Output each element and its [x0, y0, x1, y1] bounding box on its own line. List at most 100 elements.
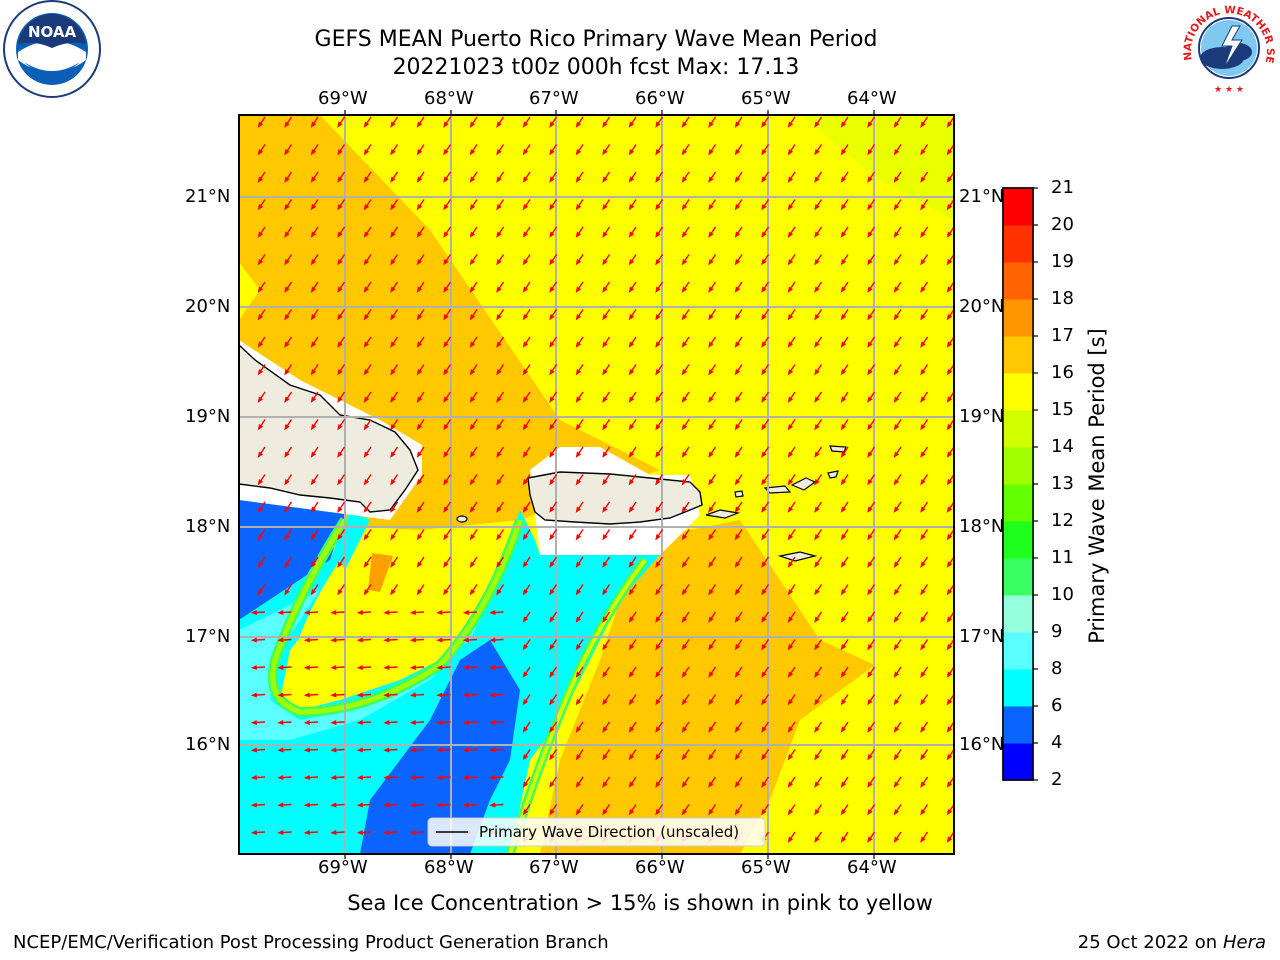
- wave-arrow-head: [920, 121, 926, 128]
- wave-arrow-head: [681, 616, 688, 623]
- wave-arrow-head: [469, 121, 476, 128]
- wave-arrow-head: [628, 176, 635, 183]
- wave-arrow-head: [390, 451, 396, 458]
- wave-arrow-head: [284, 176, 290, 183]
- wave-arrow-head: [920, 314, 926, 321]
- wave-arrow-head: [575, 396, 582, 403]
- wave-arrow-head: [363, 369, 370, 376]
- wave-arrow-head: [310, 561, 317, 568]
- wave-arrow-head: [840, 616, 847, 623]
- svg-text:★ ★ ★: ★ ★ ★: [1214, 85, 1244, 95]
- wave-arrow-head: [416, 589, 423, 596]
- wave-arrow-head: [946, 121, 953, 128]
- wave-arrow-head: [409, 692, 416, 698]
- wave-arrow-head: [681, 561, 688, 568]
- wave-arrow-head: [920, 204, 926, 211]
- wave-arrow-head: [708, 396, 714, 403]
- wave-arrow-head: [356, 692, 363, 698]
- wave-arrow-head: [681, 726, 688, 733]
- wave-arrow-head: [840, 781, 847, 788]
- wave-arrow-head: [628, 396, 635, 403]
- wave-arrow-head: [946, 149, 953, 156]
- wave-arrow-head: [867, 644, 873, 651]
- wave-arrow-head: [628, 259, 635, 266]
- wave-arrow-head: [330, 802, 337, 808]
- wave-arrow-head: [655, 644, 661, 651]
- wave-arrow-head: [575, 451, 582, 458]
- wave-arrow-head: [761, 314, 767, 321]
- wave-arrow-head: [489, 747, 496, 753]
- wave-arrow-head: [416, 259, 423, 266]
- wave-arrow-head: [549, 286, 555, 293]
- wave-arrow-head: [337, 314, 343, 321]
- wave-arrow-head: [575, 259, 582, 266]
- wave-arrow-head: [469, 314, 476, 321]
- wave-arrow-head: [284, 204, 290, 211]
- wave-arrow-head: [787, 314, 794, 321]
- wave-arrow-head: [946, 589, 953, 596]
- wave-arrow-head: [946, 534, 953, 541]
- wave-arrow-head: [409, 720, 416, 726]
- wave-arrow-head: [681, 204, 688, 211]
- wave-arrow-head: [522, 506, 529, 513]
- wave-arrow-head: [893, 121, 900, 128]
- wave-arrow-head: [284, 369, 290, 376]
- wave-arrow-head: [867, 341, 873, 348]
- wave-arrow-head: [310, 149, 317, 156]
- wave-arrow-head: [893, 451, 900, 458]
- wave-arrow-head: [257, 561, 264, 568]
- wave-arrow-head: [277, 637, 284, 643]
- wave-arrow-head: [443, 424, 449, 431]
- wave-arrow-head: [310, 369, 317, 376]
- wave-arrow-head: [840, 451, 847, 458]
- wave-arrow-head: [416, 231, 423, 238]
- wave-arrow-head: [549, 589, 555, 596]
- wave-arrow-head: [443, 396, 449, 403]
- wave-arrow-head: [602, 781, 608, 788]
- wave-arrow-head: [761, 699, 767, 706]
- wave-arrow-head: [787, 671, 794, 678]
- wave-arrow-head: [708, 451, 714, 458]
- wave-arrow-head: [708, 341, 714, 348]
- wave-arrow-head: [867, 561, 873, 568]
- wave-arrow-head: [522, 616, 529, 623]
- wave-arrow-head: [575, 726, 582, 733]
- wave-arrow-head: [602, 754, 608, 761]
- wave-arrow-head: [310, 314, 317, 321]
- wave-arrow-head: [814, 809, 820, 816]
- wave-arrow-head: [337, 424, 343, 431]
- wave-arrow-head: [489, 610, 496, 616]
- wave-arrow-head: [575, 699, 582, 706]
- wave-arrow-head: [734, 479, 741, 486]
- lon-label-top: 64°W: [847, 88, 897, 109]
- wave-arrow-head: [549, 561, 555, 568]
- wave-arrow-head: [284, 589, 290, 596]
- wave-arrow-head: [337, 451, 343, 458]
- wave-arrow-head: [363, 121, 370, 128]
- wave-arrow-head: [814, 754, 820, 761]
- wave-arrow-head: [893, 726, 900, 733]
- wave-arrow-head: [257, 204, 264, 211]
- wave-arrow-head: [681, 589, 688, 596]
- map-gridlines: [239, 115, 954, 854]
- wave-arrow-head: [409, 637, 416, 643]
- wave-arrow-head: [549, 396, 555, 403]
- wave-arrow-head: [787, 479, 794, 486]
- wave-arrow-head: [522, 699, 529, 706]
- wave-arrow-head: [363, 259, 370, 266]
- wave-arrow-head: [655, 616, 661, 623]
- wave-arrow-head: [575, 644, 582, 651]
- wave-arrow-head: [416, 176, 423, 183]
- wave-arrow-head: [522, 121, 529, 128]
- map-legend: Primary Wave Direction (unscaled): [427, 817, 766, 847]
- wave-arrow-head: [814, 396, 820, 403]
- wave-arrow-head: [655, 479, 661, 486]
- wave-arrow-head: [443, 561, 449, 568]
- wave-arrow-head: [390, 396, 396, 403]
- wave-arrow-head: [628, 314, 635, 321]
- colorbar-tick-label: 6: [1051, 695, 1063, 716]
- wave-arrow-head: [893, 671, 900, 678]
- wave-arrow-head: [284, 149, 290, 156]
- wave-arrow-head: [946, 451, 953, 458]
- wave-arrow-head: [522, 286, 529, 293]
